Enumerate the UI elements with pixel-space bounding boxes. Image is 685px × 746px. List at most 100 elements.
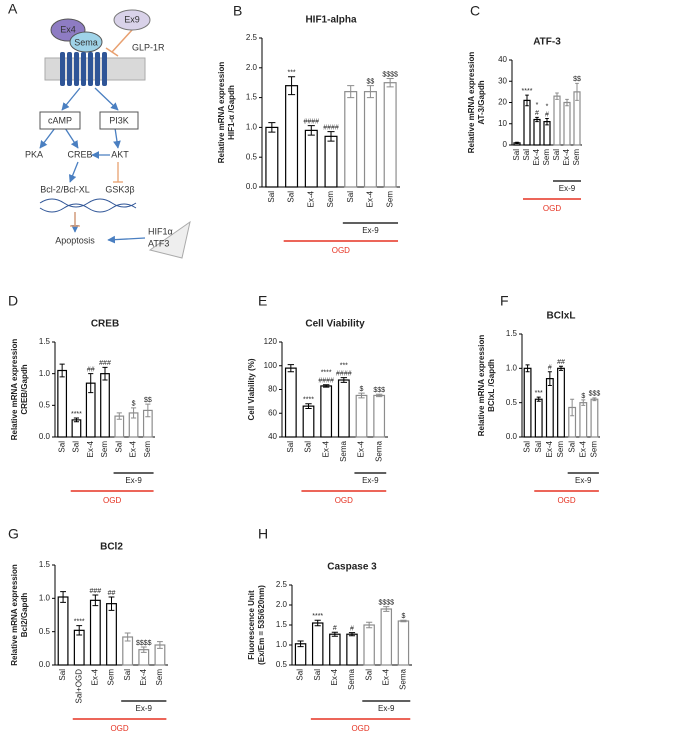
x-tick-label: Sema [374, 440, 383, 461]
error-bar [116, 412, 122, 420]
significance: $ [360, 386, 364, 393]
bar [523, 367, 532, 438]
y-tick-label: 10 [498, 119, 507, 128]
bar [579, 402, 588, 438]
y-tick-label: 0.5 [276, 660, 288, 669]
bar [265, 126, 279, 188]
panel-letter: H [258, 526, 268, 542]
significance: # [548, 365, 552, 372]
label: Ex9 [124, 14, 140, 24]
label: Ex4 [60, 24, 76, 34]
label: AKT [111, 149, 129, 159]
y-axis-label: Cell Viability (%) [247, 358, 256, 420]
y-tick-label: 60 [268, 408, 277, 417]
y-tick-label: 0.0 [39, 432, 51, 441]
chart-title: Caspase 3 [327, 562, 377, 573]
bar [284, 367, 297, 438]
error-bar [140, 646, 147, 653]
x-tick-label: Sal [114, 441, 123, 453]
significance: *** [287, 70, 295, 77]
y-tick-label: 120 [264, 337, 278, 346]
box [99, 111, 139, 130]
x-tick-label: Sal [296, 669, 305, 681]
bar [363, 91, 377, 188]
x-tick-label: Sal [57, 441, 66, 453]
error-bar [570, 398, 575, 417]
y-tick-label: 1.5 [39, 337, 51, 346]
y-axis-label: (Ex/Em = 535/620nm) [257, 585, 266, 665]
x-tick-label: Sal [287, 191, 296, 203]
error-bar [108, 596, 115, 611]
error-bar [555, 92, 559, 100]
y-axis-label: HIF1-α /Gapdh [227, 85, 236, 140]
bar [57, 596, 69, 666]
bar [344, 91, 358, 188]
significance: **** [321, 370, 332, 377]
error-bar [366, 621, 373, 629]
y-tick-label: 100 [264, 361, 278, 370]
panel-letter: G [8, 526, 19, 542]
significance: **** [74, 619, 85, 626]
y-tick-label: 30 [498, 76, 507, 85]
y-axis-label: Relative mRNA expression [10, 339, 19, 441]
x-tick-label: Ex-4 [306, 190, 315, 207]
y-tick-label: 40 [268, 432, 277, 441]
x-tick-label: Sal [364, 669, 373, 681]
y-axis-label: Relative mRNA expression [477, 335, 486, 437]
x-tick-label: Ex-4 [90, 668, 99, 685]
group-label: OGD [110, 724, 128, 733]
error-bar [76, 625, 83, 636]
significance: **** [71, 411, 82, 418]
error-bar [375, 393, 383, 398]
y-tick-label: 1.5 [246, 93, 258, 102]
error-bar [581, 399, 586, 406]
y-tick-label: 0 [503, 140, 508, 149]
significance: ### [90, 588, 102, 595]
bar [73, 629, 85, 666]
significance: #### [323, 124, 339, 131]
significance: $$ [144, 397, 152, 404]
error-bar [536, 396, 541, 402]
significance: $$$ [589, 391, 601, 398]
error-bar [558, 365, 564, 371]
y-tick-label: 2.5 [246, 33, 258, 42]
significance: ### [99, 360, 111, 367]
y-axis-label: AT-3/Gapdh [477, 80, 486, 124]
receptor [60, 52, 107, 86]
error-bar [145, 403, 151, 418]
bar [590, 398, 599, 438]
y-tick-label: 0.0 [506, 432, 518, 441]
y-tick-label: 0.5 [39, 400, 51, 409]
x-tick-label: Ex-4 [86, 440, 95, 457]
label: Bcl-2/Bcl-XL [40, 184, 90, 194]
x-tick-label: Sal [522, 149, 531, 161]
x-tick-label: Sema [339, 440, 348, 461]
significance: **** [312, 613, 323, 620]
group-label: OGD [351, 724, 369, 733]
y-tick-label: 40 [498, 55, 507, 64]
bar [329, 633, 341, 666]
significance: #### [303, 118, 319, 125]
group-label: OGD [543, 204, 561, 213]
bar [106, 603, 117, 666]
bar [534, 398, 543, 438]
label: cAMP [48, 115, 72, 125]
x-tick-label: Sal [512, 149, 521, 161]
error-bar [383, 606, 390, 612]
x-tick-label: Sal [58, 669, 67, 681]
significance: $$$$ [136, 640, 152, 647]
y-tick-label: 80 [268, 385, 277, 394]
significance: # [535, 110, 539, 117]
significance: $ [401, 613, 405, 620]
error-bar [288, 76, 296, 96]
y-axis-label: Fluorescence Unit [247, 590, 256, 660]
bar [57, 369, 68, 438]
significance: ## [108, 590, 116, 597]
x-tick-label: Sema [347, 668, 356, 689]
x-tick-label: Sal [313, 669, 322, 681]
bar [563, 101, 571, 146]
x-tick-label: Sal [567, 441, 576, 453]
label: HIF1α [148, 226, 173, 236]
significance: **** [303, 397, 314, 404]
error-bar [314, 619, 321, 627]
